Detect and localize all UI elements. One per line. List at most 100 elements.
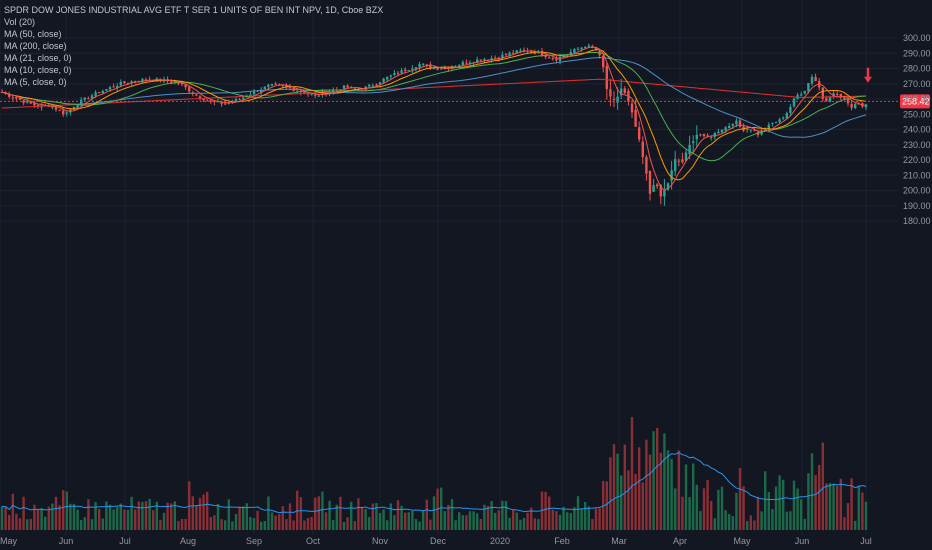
candle-body (530, 50, 533, 52)
candle-body (206, 100, 209, 102)
candle-body (33, 102, 36, 106)
volume-bar (202, 494, 205, 530)
volume-bar (663, 433, 666, 530)
volume-bar (461, 515, 464, 530)
legend-study-ma5[interactable]: MA (5, close, 0) (4, 77, 67, 87)
volume-bar (414, 519, 418, 530)
volume-bar (432, 496, 436, 530)
volume-bar (256, 510, 259, 530)
candle-body (663, 189, 666, 197)
candle-body (555, 58, 558, 61)
volume-bar (699, 511, 702, 530)
legend-study-vol[interactable]: Vol (20) (4, 17, 36, 27)
volume-bar (4, 506, 7, 530)
x-tick-label: Dec (430, 536, 447, 546)
x-tick-label: 2020 (490, 536, 510, 546)
candle-body (616, 96, 619, 103)
candle-body (774, 122, 778, 124)
volume-bar (756, 496, 760, 530)
volume-bar (224, 520, 227, 530)
candle-body (767, 124, 770, 130)
volume-bar (443, 511, 446, 530)
volume-bar (296, 490, 299, 530)
candle-body (724, 127, 727, 131)
candle-body (418, 63, 421, 68)
candle-body (670, 170, 673, 181)
volume-bar (800, 499, 803, 530)
candle-body (512, 52, 515, 54)
legend-study-ma200[interactable]: MA (200, close) (4, 41, 67, 51)
volume-bar (22, 496, 25, 530)
volume-bar (512, 509, 515, 530)
volume-bar (378, 513, 382, 530)
candle-body (674, 159, 677, 171)
volume-bar (141, 501, 144, 530)
volume-bar (522, 518, 526, 530)
candle-body (321, 92, 324, 95)
y-tick-label: 210.00 (903, 170, 931, 180)
legend-study-ma10[interactable]: MA (10, close, 0) (4, 65, 72, 75)
volume-bar (404, 512, 407, 530)
volume-bar (652, 431, 655, 530)
volume-bar (130, 496, 133, 530)
candle-body (80, 99, 83, 105)
down-arrow-icon (864, 76, 872, 83)
volume-bar (630, 417, 634, 530)
volume-bar (670, 458, 673, 530)
candle-body (785, 113, 788, 119)
volume-bar (245, 503, 248, 530)
candle-body (522, 49, 526, 51)
volume-bar (789, 511, 792, 530)
candle-body (411, 68, 414, 70)
candle-body (58, 109, 61, 111)
candle-body (753, 130, 756, 132)
volume-bar (494, 512, 497, 530)
volume-bar (346, 517, 349, 530)
candle-body (508, 52, 511, 56)
candle-body (760, 130, 763, 135)
volume-bar (220, 519, 223, 530)
volume-bar (738, 468, 742, 530)
volume-bar (713, 518, 716, 530)
volume-bar (332, 520, 335, 530)
chart-legend: SPDR DOW JONES INDUSTRIAL AVG ETF T SER … (4, 4, 383, 88)
candle-body (317, 95, 320, 97)
y-tick-label: 220.00 (903, 155, 931, 165)
candle-body (645, 157, 648, 174)
volume-bar (69, 503, 72, 530)
y-tick-label: 290.00 (903, 48, 931, 58)
volume-bar (353, 521, 356, 530)
volume-bar (33, 504, 36, 530)
candle-body (515, 50, 518, 54)
volume-bar (184, 518, 187, 530)
volume-bar (616, 453, 619, 530)
candle-body (605, 65, 608, 90)
volume-bar (702, 488, 706, 530)
volume-bar (227, 499, 230, 530)
candle-body (386, 76, 389, 80)
candle-body (123, 81, 126, 84)
volume-bar (472, 511, 475, 530)
volume-bar (76, 509, 79, 530)
volume-bar (188, 481, 191, 530)
volume-bar (386, 520, 389, 530)
volume-bar (656, 427, 659, 530)
candle-body (630, 103, 634, 113)
candle-body (51, 106, 54, 108)
volume-bar (530, 507, 533, 530)
volume-bar (602, 480, 605, 530)
volume-bar (375, 503, 378, 530)
candle-body (267, 84, 270, 88)
volume-bar (749, 515, 752, 530)
candle-body (310, 94, 313, 96)
legend-study-ma21[interactable]: MA (21, close, 0) (4, 53, 72, 63)
candle-body (62, 110, 65, 115)
legend-study-ma50[interactable]: MA (50, close) (4, 29, 62, 39)
volume-bar (155, 501, 158, 530)
volume-bar (857, 485, 860, 530)
volume-bar (688, 497, 691, 530)
volume-bar (407, 512, 410, 530)
volume-bar (638, 447, 641, 530)
